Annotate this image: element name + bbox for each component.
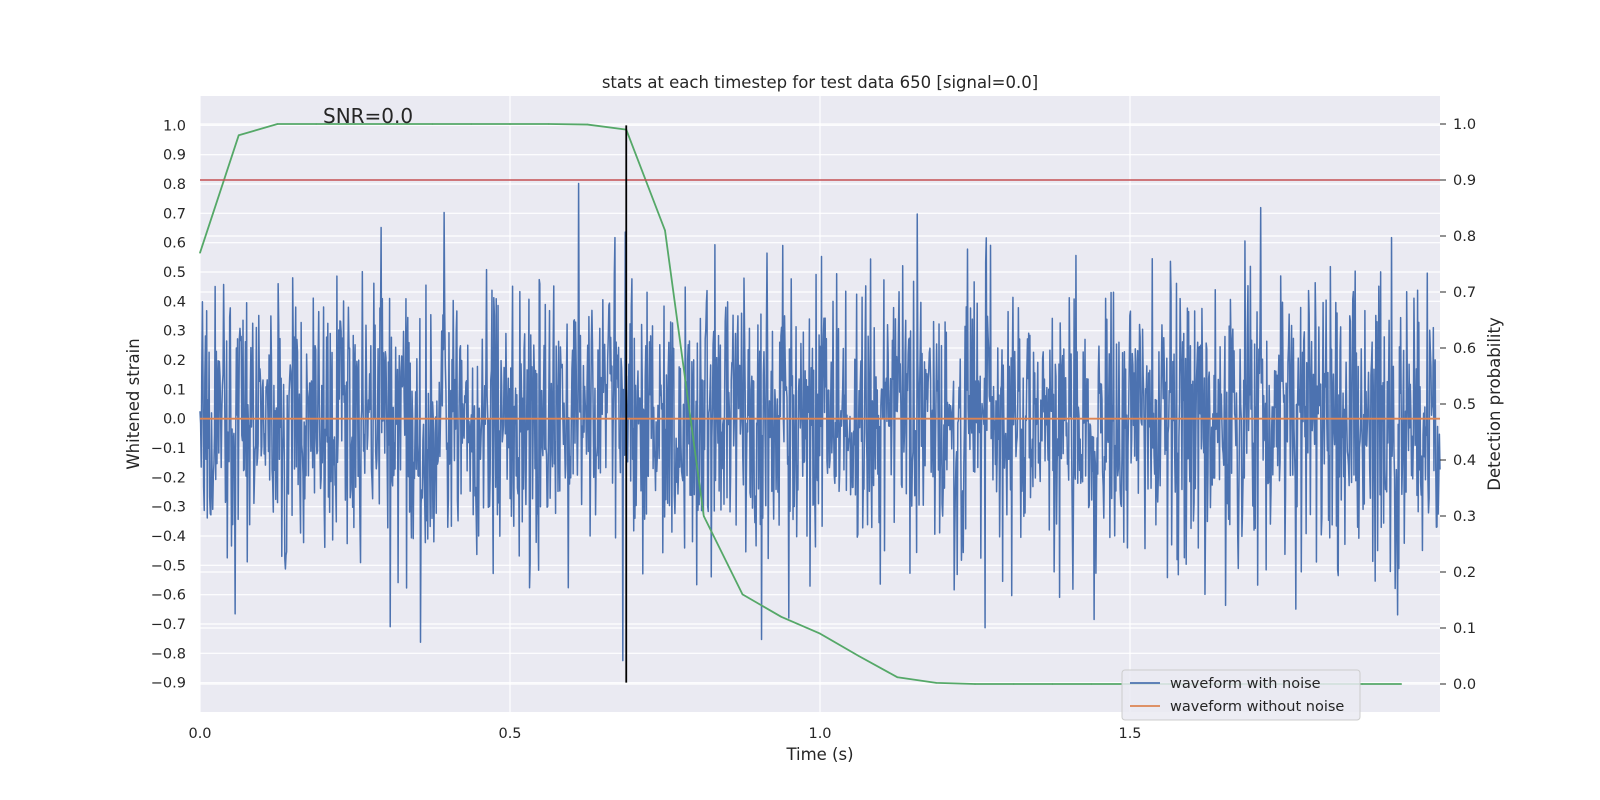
y2-tick-label-4: 0.4 bbox=[1453, 453, 1476, 469]
y2-tick-label-0: 0.0 bbox=[1453, 677, 1476, 693]
y-tick-label-5: −0.4 bbox=[151, 529, 186, 545]
y2-tick-label-10: 1.0 bbox=[1453, 117, 1476, 133]
y-tick-label-2: −0.7 bbox=[151, 617, 186, 633]
probability-point-30 bbox=[1361, 683, 1364, 685]
y2-tick-label-3: 0.3 bbox=[1453, 509, 1476, 525]
y2-tick-label-2: 0.2 bbox=[1453, 565, 1476, 581]
probability-point-2 bbox=[276, 123, 279, 125]
y-tick-label-0: −0.9 bbox=[151, 676, 186, 692]
y-tick-label-6: −0.3 bbox=[151, 500, 186, 516]
probability-point-15 bbox=[780, 616, 783, 618]
probability-point-22 bbox=[1051, 683, 1054, 685]
probability-point-4 bbox=[354, 123, 356, 125]
x-tick-label-2: 1.0 bbox=[808, 726, 831, 742]
probability-point-19 bbox=[935, 682, 938, 684]
probability-point-7 bbox=[470, 123, 473, 125]
y-tick-label-17: 0.8 bbox=[163, 177, 186, 193]
y-tick-label-18: 0.9 bbox=[163, 148, 186, 164]
probability-point-6 bbox=[431, 123, 434, 125]
probability-point-31 bbox=[1400, 683, 1403, 685]
probability-point-20 bbox=[974, 683, 976, 685]
x-tick-label-0: 0.0 bbox=[188, 726, 211, 742]
probability-point-16 bbox=[819, 632, 821, 635]
y2-tick-label-7: 0.7 bbox=[1453, 285, 1476, 301]
probability-point-8 bbox=[509, 123, 511, 125]
y-tick-label-15: 0.6 bbox=[163, 236, 186, 252]
probability-point-13 bbox=[702, 515, 705, 517]
y-tick-label-11: 0.2 bbox=[163, 353, 186, 369]
marker-layer bbox=[200, 125, 1440, 683]
y-axis-label: Whitened strain bbox=[124, 338, 143, 469]
legend-box bbox=[1121, 669, 1361, 721]
probability-point-17 bbox=[857, 655, 860, 657]
y-tick-label-16: 0.7 bbox=[163, 206, 186, 222]
y-tick-label-7: −0.2 bbox=[151, 470, 186, 486]
y2-tick-label-5: 0.5 bbox=[1453, 397, 1476, 413]
y2-axis-label: Detection probability bbox=[1485, 317, 1504, 491]
snr-annotation: SNR=0.0 bbox=[323, 104, 413, 128]
probability-point-0 bbox=[199, 252, 201, 254]
probability-point-21 bbox=[1012, 683, 1015, 685]
y-tick-label-8: −0.1 bbox=[151, 441, 186, 457]
x-tick-label-3: 1.5 bbox=[1118, 726, 1141, 742]
y-tick-label-12: 0.3 bbox=[163, 324, 186, 340]
y-tick-label-10: 0.1 bbox=[163, 382, 186, 398]
chart-title: stats at each timestep for test data 650… bbox=[602, 73, 1038, 92]
y2-tick-label-8: 0.8 bbox=[1453, 229, 1476, 245]
noise-series-layer bbox=[199, 182, 1441, 662]
series-line-waveform-with-noise bbox=[199, 182, 1441, 662]
probability-point-12 bbox=[664, 229, 666, 232]
y-tick-label-1: −0.8 bbox=[151, 646, 186, 662]
x-tick-label-1: 0.5 bbox=[498, 726, 521, 742]
probability-point-5 bbox=[392, 123, 395, 125]
legend-label-clean: waveform without noise bbox=[1170, 699, 1344, 715]
y-tick-label-9: 0.0 bbox=[163, 412, 186, 428]
y2-tick-label-1: 0.1 bbox=[1453, 621, 1476, 637]
probability-point-23 bbox=[1090, 683, 1093, 685]
probability-point-18 bbox=[896, 676, 899, 679]
x-axis-label: Time (s) bbox=[785, 745, 853, 764]
y-tick-label-4: −0.5 bbox=[151, 558, 186, 574]
y-tick-label-3: −0.6 bbox=[151, 588, 186, 604]
probability-point-14 bbox=[741, 593, 744, 596]
probability-point-1 bbox=[237, 134, 240, 136]
y-tick-label-19: 1.0 bbox=[163, 118, 186, 134]
y-tick-label-13: 0.4 bbox=[163, 294, 186, 310]
probability-point-3 bbox=[315, 123, 318, 125]
probability-point-9 bbox=[547, 123, 550, 125]
y2-tick-label-9: 0.9 bbox=[1453, 173, 1476, 189]
probability-point-10 bbox=[586, 123, 589, 126]
tick-layer: 0.0 0.5 1.0 1.5 −0.9 −0.8 −0.7 −0.6 −0.5 −0.4 −0.3… bbox=[151, 117, 1476, 742]
legend-label-noise: waveform with noise bbox=[1170, 676, 1321, 692]
legend: waveform with noise waveform without noi… bbox=[1121, 669, 1361, 721]
y2-tick-label-6: 0.6 bbox=[1453, 341, 1476, 357]
y-tick-label-14: 0.5 bbox=[163, 265, 186, 281]
